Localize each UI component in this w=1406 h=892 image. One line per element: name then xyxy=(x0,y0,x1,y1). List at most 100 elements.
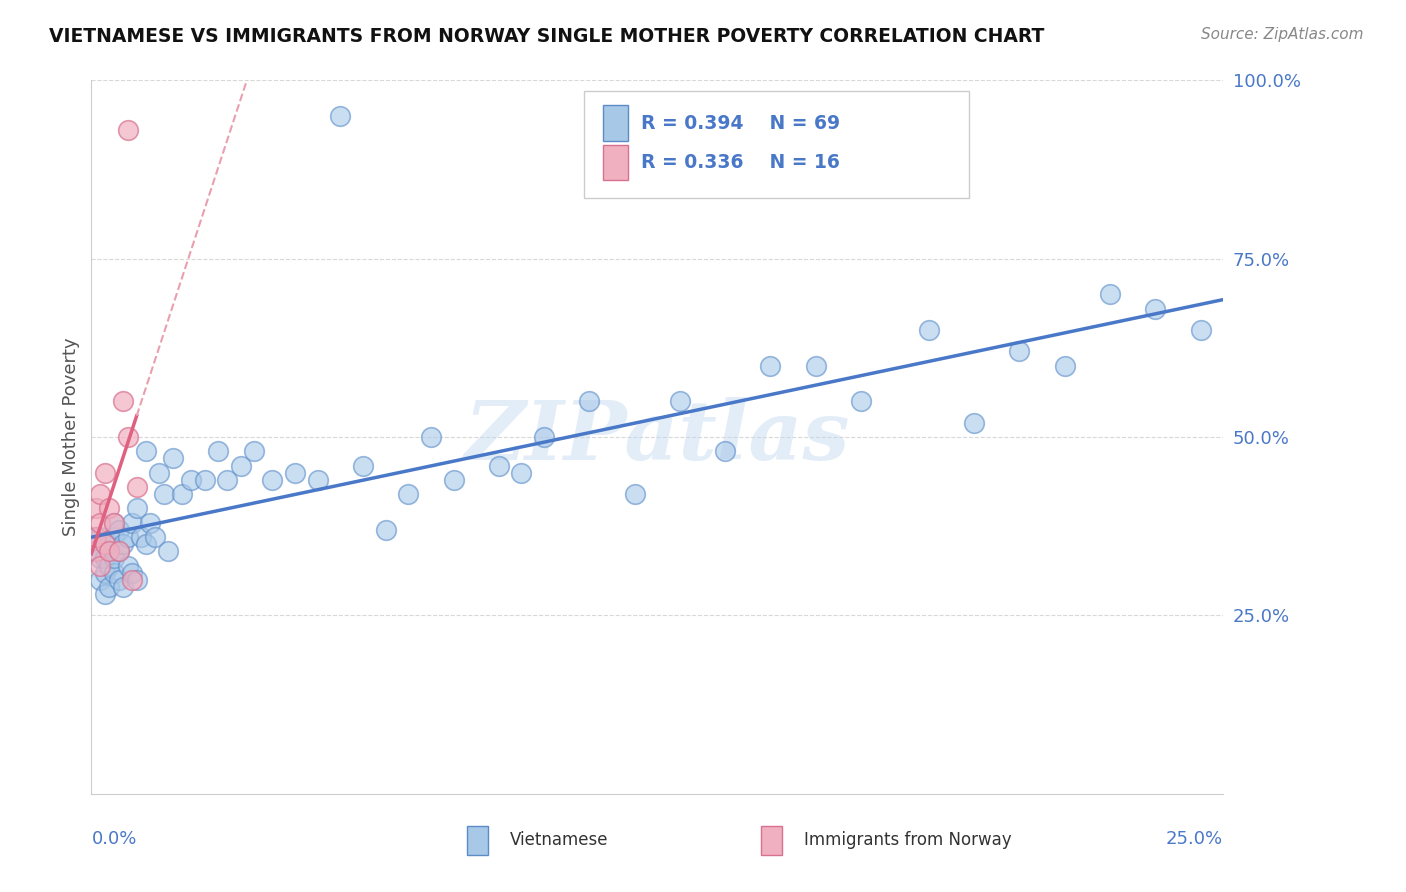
Point xyxy=(98,501,121,516)
Text: 25.0%: 25.0% xyxy=(1166,830,1223,847)
FancyBboxPatch shape xyxy=(467,826,488,855)
Point xyxy=(125,480,148,494)
Point xyxy=(1008,344,1031,359)
Text: 0.0%: 0.0% xyxy=(91,830,136,847)
Point xyxy=(1053,359,1076,373)
Text: VIETNAMESE VS IMMIGRANTS FROM NORWAY SINGLE MOTHER POVERTY CORRELATION CHART: VIETNAMESE VS IMMIGRANTS FROM NORWAY SIN… xyxy=(49,27,1045,45)
FancyBboxPatch shape xyxy=(603,105,628,141)
Point xyxy=(117,530,139,544)
Point xyxy=(623,487,645,501)
Point xyxy=(89,573,111,587)
Point xyxy=(103,516,125,530)
Text: R = 0.336    N = 16: R = 0.336 N = 16 xyxy=(641,153,841,172)
Point xyxy=(107,523,129,537)
Point xyxy=(112,394,135,409)
Point xyxy=(143,530,166,544)
Point xyxy=(98,544,121,558)
Text: R = 0.394    N = 69: R = 0.394 N = 69 xyxy=(641,113,841,133)
Point xyxy=(107,544,129,558)
Point xyxy=(153,487,176,501)
Point xyxy=(94,551,117,566)
Point xyxy=(374,523,396,537)
Point xyxy=(207,444,229,458)
Point xyxy=(121,566,143,580)
Point xyxy=(284,466,307,480)
Point xyxy=(89,487,111,501)
Text: ZIPatlas: ZIPatlas xyxy=(464,397,851,477)
Point xyxy=(1098,287,1121,301)
Point xyxy=(135,444,157,458)
Point xyxy=(84,530,107,544)
Text: Source: ZipAtlas.com: Source: ZipAtlas.com xyxy=(1201,27,1364,42)
Point xyxy=(139,516,162,530)
Point xyxy=(98,558,121,573)
Point xyxy=(125,573,148,587)
Point xyxy=(352,458,374,473)
Point xyxy=(103,516,125,530)
Point xyxy=(112,537,135,551)
Point xyxy=(849,394,872,409)
Point xyxy=(117,558,139,573)
Point xyxy=(94,566,117,580)
Point xyxy=(103,566,125,580)
Text: Vietnamese: Vietnamese xyxy=(510,831,609,849)
Y-axis label: Single Mother Poverty: Single Mother Poverty xyxy=(62,338,80,536)
Point xyxy=(84,544,107,558)
FancyBboxPatch shape xyxy=(762,826,782,855)
Point xyxy=(307,473,329,487)
Point xyxy=(94,466,117,480)
Point xyxy=(98,580,121,594)
Text: Immigrants from Norway: Immigrants from Norway xyxy=(804,831,1012,849)
Point xyxy=(1144,301,1167,316)
Point xyxy=(229,458,252,473)
Point xyxy=(714,444,737,458)
Point xyxy=(963,416,986,430)
Point xyxy=(759,359,782,373)
Point xyxy=(89,530,111,544)
Point xyxy=(804,359,827,373)
Point xyxy=(419,430,441,444)
Point xyxy=(89,516,111,530)
Point xyxy=(117,123,139,137)
FancyBboxPatch shape xyxy=(583,91,969,198)
Point xyxy=(94,537,117,551)
Point xyxy=(148,466,170,480)
Point xyxy=(170,487,193,501)
Point xyxy=(578,394,600,409)
Point xyxy=(1189,323,1212,337)
Point xyxy=(135,537,157,551)
Point xyxy=(89,558,111,573)
Point xyxy=(107,573,129,587)
Point xyxy=(112,580,135,594)
Point xyxy=(94,537,117,551)
Point xyxy=(84,501,107,516)
Point xyxy=(533,430,555,444)
Point xyxy=(157,544,180,558)
Point xyxy=(162,451,184,466)
Point xyxy=(84,544,107,558)
Point xyxy=(396,487,419,501)
FancyBboxPatch shape xyxy=(603,145,628,180)
Point xyxy=(669,394,692,409)
Point xyxy=(84,530,107,544)
Point xyxy=(121,516,143,530)
Point xyxy=(129,530,152,544)
Point xyxy=(918,323,941,337)
Point xyxy=(180,473,202,487)
Point xyxy=(193,473,217,487)
Point xyxy=(243,444,266,458)
Point xyxy=(217,473,239,487)
Point xyxy=(103,530,125,544)
Point xyxy=(329,109,352,123)
Point xyxy=(103,551,125,566)
Point xyxy=(125,501,148,516)
Point xyxy=(94,587,117,601)
Point xyxy=(488,458,510,473)
Point xyxy=(98,537,121,551)
Point xyxy=(121,573,143,587)
Point xyxy=(262,473,284,487)
Point xyxy=(117,430,139,444)
Point xyxy=(107,544,129,558)
Point xyxy=(443,473,465,487)
Point xyxy=(89,551,111,566)
